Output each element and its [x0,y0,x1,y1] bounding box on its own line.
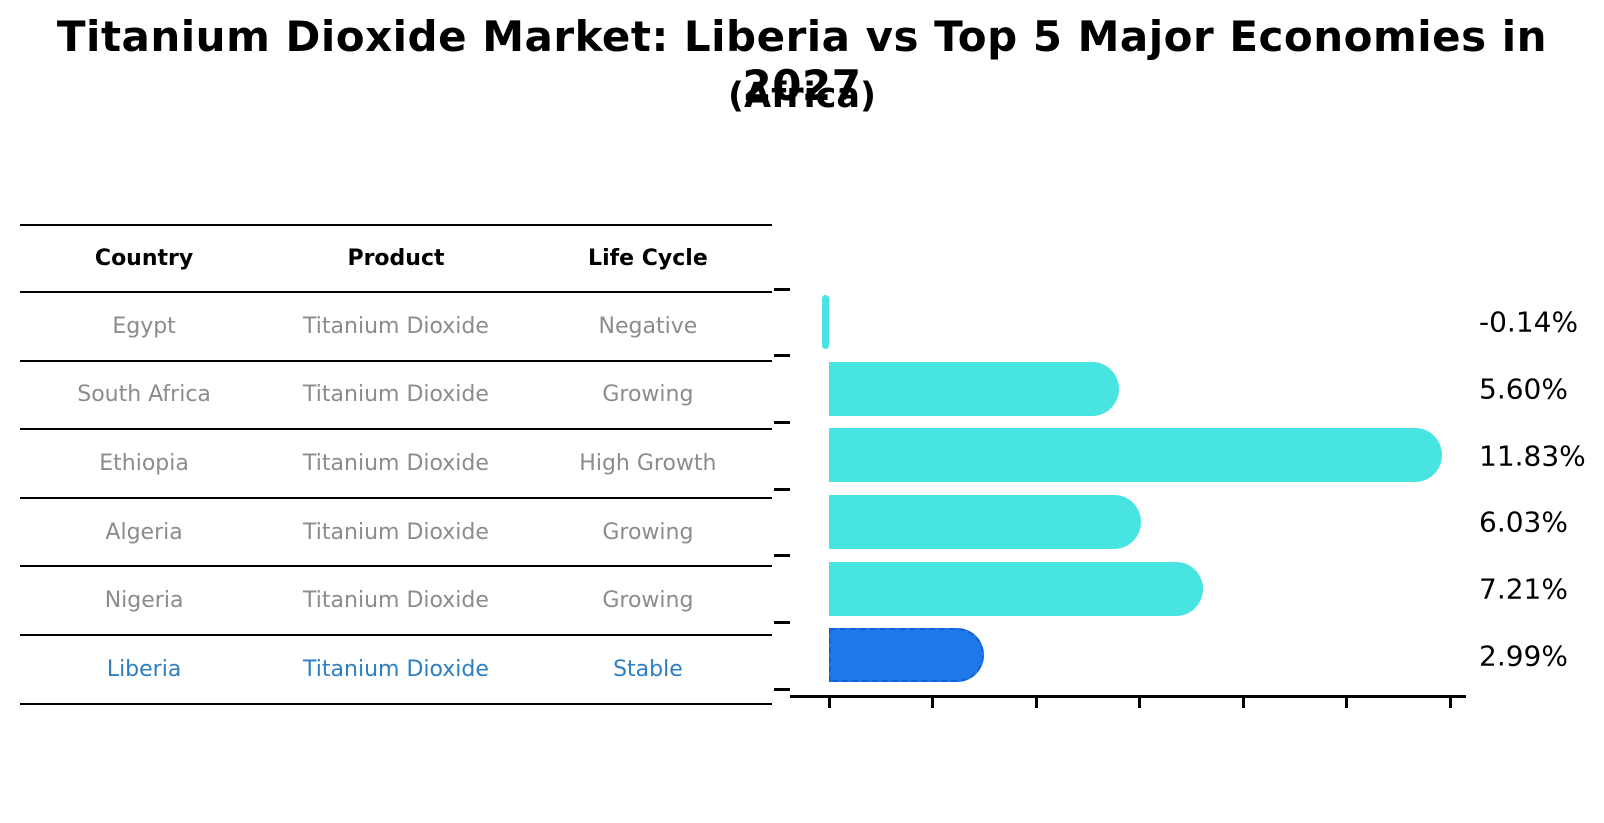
chart-subtitle: (Africa) [728,76,876,116]
cell-product: Titanium Dioxide [303,382,489,408]
x-axis-tick [827,698,831,708]
bar-south-africa [829,361,1120,416]
cell-product: Titanium Dioxide [303,450,489,476]
bar-nigeria [829,561,1203,616]
y-axis-tick [774,620,790,624]
y-axis-tick [774,554,790,558]
cell-product: Titanium Dioxide [303,313,489,339]
x-axis-tick [1034,698,1038,708]
cell-life-cycle: Growing [602,588,694,614]
bar-value-label: 11.83% [1479,439,1586,473]
column-header-country: Country [94,246,194,271]
bar-liberia-highlight [829,628,985,683]
cell-life-cycle: Stable [613,656,683,682]
bar-egypt [822,295,830,349]
x-axis-tick [1138,698,1142,708]
bar-value-label: 6.03% [1479,505,1568,539]
y-axis-tick [774,287,790,291]
cell-life-cycle: Negative [598,313,698,339]
table-row: Algeria Titanium Dioxide Growing [20,496,772,566]
cell-country: South Africa [77,382,211,408]
cell-country: Ethiopia [99,450,189,476]
table-row: Nigeria Titanium Dioxide Growing [20,565,772,634]
country-table: Country Product Life Cycle Egypt Titaniu… [20,224,772,705]
cell-product: Titanium Dioxide [303,588,489,614]
cell-product: Titanium Dioxide [303,656,489,682]
cell-country: Algeria [105,519,183,545]
y-axis-tick [774,487,790,491]
table-row: South Africa Titanium Dioxide Growing [20,359,772,429]
bar-ethiopia [829,428,1442,483]
cell-country: Egypt [112,313,176,339]
table-header-row: Country Product Life Cycle [20,224,772,291]
bar-value-label: 7.21% [1479,572,1568,606]
y-axis-tick [774,420,790,424]
x-axis-tick [1241,698,1245,708]
table-row-highlight-liberia: Liberia Titanium Dioxide Stable [20,633,772,703]
bar-value-label: 2.99% [1479,639,1568,673]
bar-value-label: -0.14% [1479,305,1579,339]
table-row: Egypt Titanium Dioxide Negative [20,291,772,360]
bar-plot: -0.14%5.60%11.83%6.03%7.21%2.99%02468101… [774,287,1586,708]
y-axis-tick [774,687,790,691]
x-axis-tick [931,698,935,708]
x-axis-tick [1345,698,1349,708]
chart-title: Titanium Dioxide Market: Liberia vs Top … [56,12,1548,110]
cell-product: Titanium Dioxide [303,519,489,545]
cell-country: Liberia [106,656,182,682]
bar-algeria [829,495,1142,549]
column-header-life-cycle: Life Cycle [588,246,708,271]
cell-life-cycle: High Growth [579,450,717,476]
cell-life-cycle: Growing [602,519,694,545]
x-axis-tick [1448,698,1452,708]
column-header-product: Product [347,246,445,271]
y-axis-tick [774,354,790,358]
cell-life-cycle: Growing [602,382,694,408]
table-row: Ethiopia Titanium Dioxide High Growth [20,428,772,497]
cell-country: Nigeria [104,588,184,614]
bar-value-label: 5.60% [1479,372,1568,406]
